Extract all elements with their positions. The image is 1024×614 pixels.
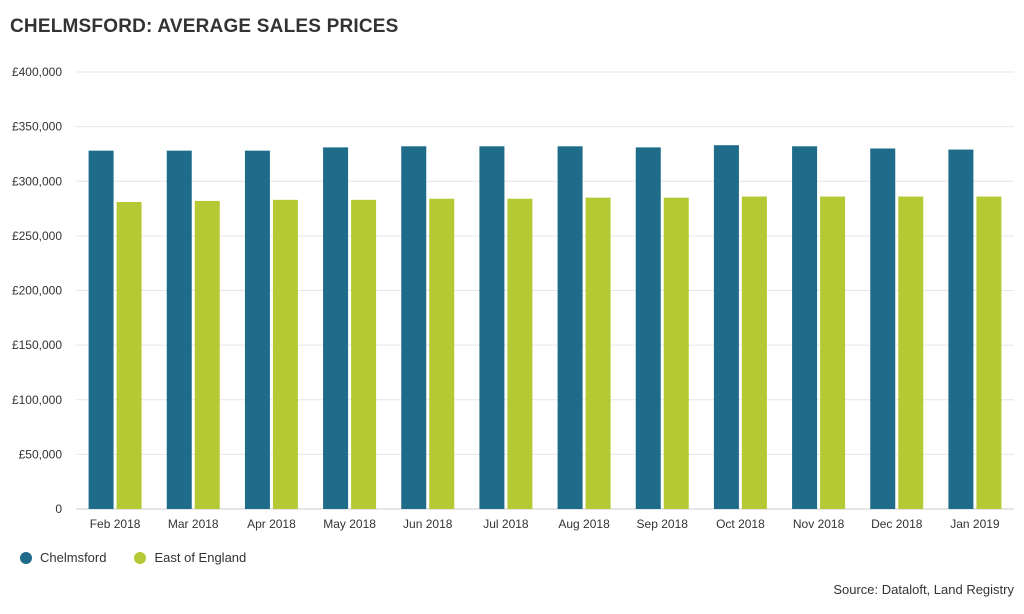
bar-east-of-england [585,197,611,509]
bar-chelmsford [401,146,427,510]
y-tick-label: £150,000 [12,338,62,352]
x-tick-label: Dec 2018 [871,517,923,531]
x-tick-label: Oct 2018 [716,517,765,531]
chart-title: CHELMSFORD: AVERAGE SALES PRICES [10,16,399,37]
bar-east-of-england [351,199,377,509]
legend-item-chelmsford[interactable]: Chelmsford [20,550,106,565]
y-tick-label: £300,000 [12,174,62,188]
bar-chelmsford [557,146,583,510]
bar-chelmsford [792,146,818,510]
y-tick-label: £250,000 [12,229,62,243]
bar-east-of-england [272,199,298,509]
bar-east-of-england [663,197,689,509]
bar-east-of-england [820,196,846,510]
legend-label-east-of-england: East of England [154,550,247,565]
legend-swatch-chelmsford [20,551,32,564]
x-tick-label: Feb 2018 [90,517,141,531]
y-tick-label: 0 [55,502,62,516]
y-tick-label: £400,000 [12,65,62,79]
legend-item-east-of-england[interactable]: East of England [134,550,246,565]
bar-chelmsford [479,146,505,510]
bar-chelmsford [635,147,661,509]
x-tick-label: Aug 2018 [558,517,610,531]
bar-east-of-england [429,198,455,510]
x-tick-label: May 2018 [323,517,376,531]
x-tick-label: Jul 2018 [483,517,529,531]
x-tick-label: Mar 2018 [168,517,219,531]
legend-swatch-east-of-england [134,551,147,564]
bar-east-of-england [116,202,142,509]
bar-chelmsford [88,150,114,509]
y-tick-label: £50,000 [19,447,63,461]
bar-chelmsford [870,148,896,509]
y-tick-label: £350,000 [12,120,62,134]
x-tick-label: Apr 2018 [247,517,296,531]
legend: Chelmsford East of England [20,550,274,565]
y-tick-label: £200,000 [12,284,62,298]
x-tick-label: Nov 2018 [793,517,845,531]
bar-east-of-england [507,198,533,510]
bar-chelmsford [948,149,974,509]
bar-chelmsford [166,150,192,509]
bar-chelmsford [244,150,270,509]
bar-east-of-england [976,196,1002,510]
legend-label-chelmsford: Chelmsford [40,550,107,565]
x-tick-label: Jan 2019 [950,517,1000,531]
x-tick-label: Sep 2018 [637,517,689,531]
bar-east-of-england [898,196,924,510]
x-tick-label: Jun 2018 [403,517,453,531]
bar-chelmsford [713,145,739,509]
bar-east-of-england [194,200,220,510]
source-note: Source: Dataloft, Land Registry [833,582,1014,597]
bar-chelmsford [323,147,349,509]
bar-chart: 0 £50,000 £100,000 £150,000 £200,000 £250,000… [12,65,1014,531]
y-tick-label: £100,000 [12,393,62,407]
bar-east-of-england [741,196,767,510]
